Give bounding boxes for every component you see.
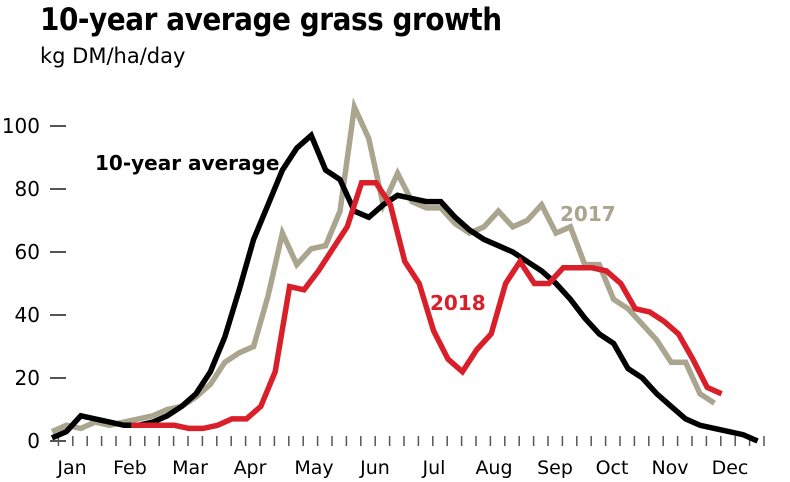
x-tick-label: Feb [113, 457, 147, 479]
series-label-2018: 2018 [430, 291, 486, 315]
series-label-10-year-average: 10-year average [95, 151, 279, 175]
y-tick-label: 20 [15, 366, 40, 390]
x-tick-label: Dec [712, 457, 749, 479]
y-tick-label: 100 [2, 114, 40, 138]
y-tick-label: 0 [27, 429, 40, 453]
x-tick-label: Jun [359, 457, 390, 479]
y-tick-label: 80 [15, 177, 40, 201]
series-lines [50, 97, 759, 444]
x-tick-label: Nov [651, 457, 688, 479]
y-tick-label: 60 [15, 240, 40, 264]
y-axis: 0 20 40 60 80 100 [2, 114, 66, 453]
x-tick-label: Mar [172, 457, 208, 479]
x-tick-label: Sep [537, 457, 573, 479]
x-tick-label: Oct [596, 457, 629, 479]
x-tick-label: Jan [56, 457, 86, 479]
x-tick-label: Jul [422, 457, 446, 479]
series-line-10-year-average [50, 130, 759, 444]
y-tick-label: 40 [15, 303, 40, 327]
series-line-2018 [131, 179, 723, 432]
series-label-2017: 2017 [560, 202, 616, 226]
chart-subtitle: kg DM/ha/day [40, 44, 186, 68]
series-labels: 10-year average 2017 2018 [95, 151, 616, 315]
x-tick-label: Apr [234, 457, 267, 479]
x-tick-label: May [294, 457, 333, 479]
x-axis: Jan Feb Mar Apr May Jun Jul Aug Sep Oct Nov Dec [56, 436, 765, 479]
chart-title: 10-year average grass growth [40, 2, 502, 38]
x-tick-label: Aug [475, 457, 512, 479]
